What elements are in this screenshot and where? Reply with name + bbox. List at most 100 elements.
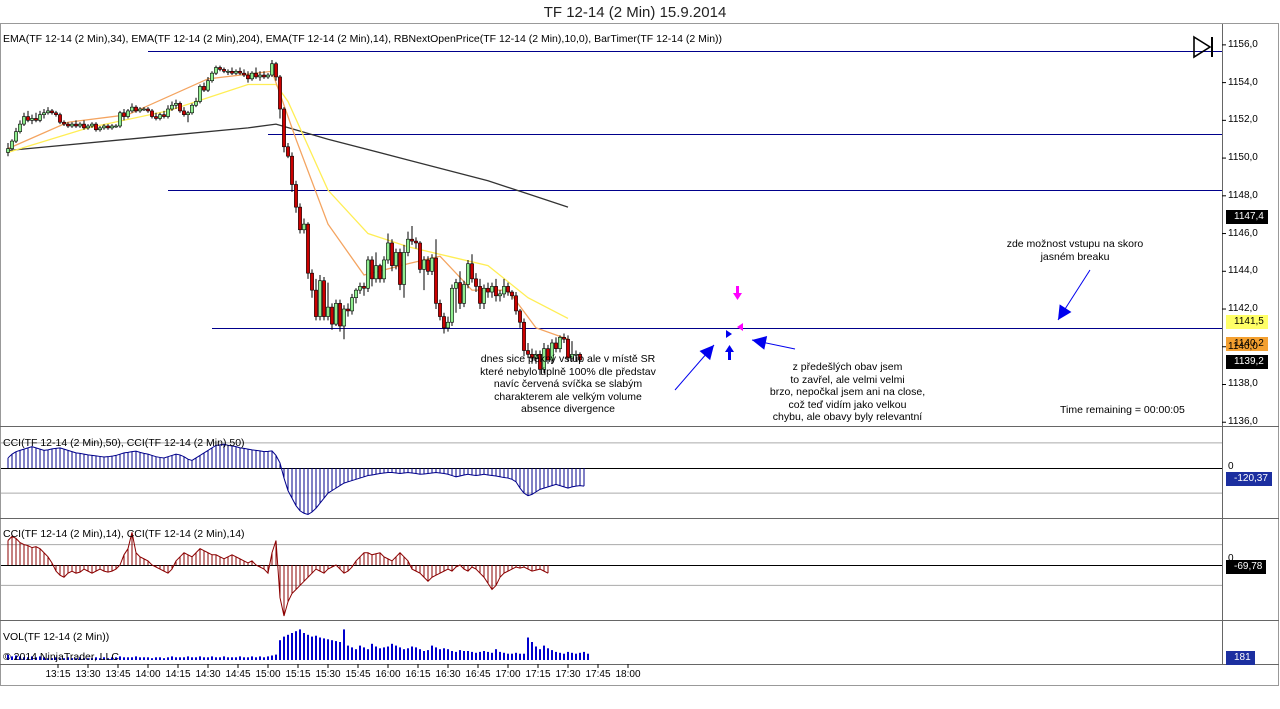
volume-bar (63, 658, 65, 660)
cci50-zero-label: 0 (1228, 461, 1234, 472)
volume-bar (103, 657, 105, 660)
volume-bar (227, 657, 229, 660)
candle (534, 350, 538, 364)
volume-bar (183, 657, 185, 660)
volume-bar (375, 646, 377, 660)
candle (66, 122, 70, 128)
volume-bar (43, 657, 45, 660)
candle-body (494, 286, 498, 297)
candle-body (14, 131, 18, 142)
candle-body (254, 72, 258, 78)
volume-bar (511, 653, 513, 660)
candle (430, 254, 434, 276)
volume-bar (259, 656, 261, 660)
time-tick-label: 15:15 (285, 669, 311, 680)
volume-bar (407, 648, 409, 660)
volume-bar (383, 647, 385, 660)
volume-bar (303, 633, 305, 660)
arrow-break-head (1058, 304, 1072, 320)
candle (486, 282, 490, 298)
candle-body (142, 108, 146, 111)
candle-body (178, 103, 182, 112)
candle (402, 244, 406, 298)
volume-bar (163, 658, 165, 660)
volume-bar (219, 657, 221, 660)
volume-bar (571, 652, 573, 660)
volume-bar (575, 653, 577, 660)
volume-bar (143, 657, 145, 660)
volume-bar (567, 651, 569, 660)
volume-bar (587, 653, 589, 660)
candle-body (514, 295, 518, 312)
volume-bar (243, 657, 245, 660)
candle (558, 335, 562, 353)
candle-body (574, 354, 578, 356)
volume-bar (499, 651, 501, 660)
candle-body (106, 125, 110, 129)
volume-bar (31, 656, 33, 660)
candle (78, 122, 82, 128)
candle (294, 180, 298, 213)
candle-body (406, 238, 410, 253)
candle-body (410, 238, 414, 242)
volume-bar (443, 648, 445, 660)
annotation-exit-note: z předešlých obav jsem to zavřel, ale vel… (769, 361, 926, 423)
candle-body (438, 303, 442, 317)
time-tick-label: 17:15 (525, 669, 551, 680)
candle-body (342, 308, 346, 327)
price-panel-title: EMA(TF 12-14 (2 Min),34), EMA(TF 12-14 (… (3, 33, 723, 45)
candle (526, 342, 530, 359)
volume-bar (139, 657, 141, 660)
candle (470, 254, 474, 283)
chart-frame (0, 23, 1279, 686)
candle-body (58, 114, 62, 123)
candle-body (550, 342, 554, 361)
candle-body (198, 86, 202, 102)
volume-bar (155, 657, 157, 660)
candle (458, 271, 462, 310)
volume-bar (439, 649, 441, 660)
candle (222, 67, 226, 74)
candle (462, 280, 466, 308)
volume-bar (131, 657, 133, 660)
candle (242, 69, 246, 77)
price-badge-ema204: 1147,4 (1226, 210, 1268, 224)
annotation-entry-note: dnes sice pěkný vstup ale v místě SR kter… (480, 353, 656, 415)
candle-body (466, 263, 470, 285)
volume-bar (67, 657, 69, 660)
candle-body (322, 280, 326, 317)
candle-body (110, 125, 114, 129)
candle-body (358, 286, 362, 291)
candle (230, 67, 234, 76)
volume-bar (351, 647, 353, 660)
candle (10, 139, 14, 151)
window-title: TF 12-14 (2 Min) 15.9.2014 (543, 4, 727, 21)
volume-bar (99, 658, 101, 660)
price-tick-label: 1150,0 (1228, 152, 1258, 164)
volume-bar (359, 645, 361, 660)
candle-body (534, 354, 538, 359)
volume-bar (495, 649, 497, 660)
candle (434, 239, 438, 310)
candle (98, 126, 102, 132)
volume-bar (547, 648, 549, 660)
candle (258, 71, 262, 81)
candle (286, 142, 290, 159)
volume-bar (475, 652, 477, 660)
candle (530, 348, 534, 364)
candle-body (454, 282, 458, 289)
volume-bar (555, 651, 557, 660)
time-tick-label: 13:15 (45, 669, 71, 680)
candle-body (518, 310, 522, 323)
volume-bar (487, 651, 489, 660)
candle (86, 124, 90, 130)
candle (234, 69, 238, 76)
candle (62, 120, 66, 126)
candle (554, 337, 558, 353)
volume-bar (367, 649, 369, 660)
volume-bar (115, 657, 117, 660)
volume-bar (491, 652, 493, 660)
candle (386, 233, 390, 264)
